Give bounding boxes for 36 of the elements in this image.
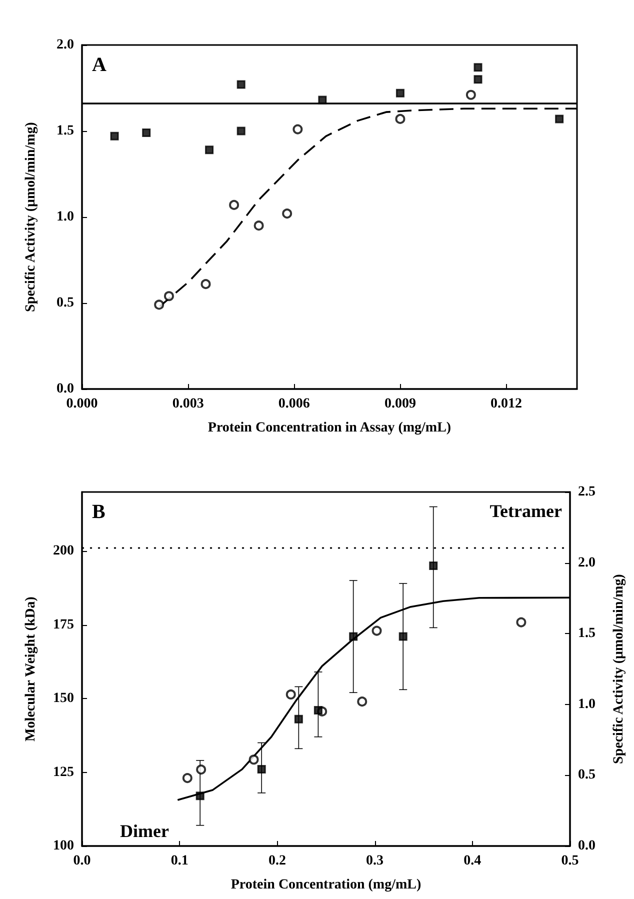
y-tick-label: 0.5 [56, 296, 74, 310]
x-tick-label: 0.009 [384, 396, 416, 412]
x-tick-label: 0.1 [170, 854, 188, 868]
y2-axis-title: Specific Activity (μmol/min/mg) [612, 574, 626, 764]
y2-tick-label: 0.5 [578, 768, 596, 783]
annotation: A [92, 54, 107, 76]
y-tick-label: 150 [53, 691, 74, 706]
x-tick-label: 0.4 [464, 854, 482, 868]
y-tick-label: 0.0 [56, 382, 74, 396]
x-tick-label: 0.006 [278, 396, 310, 412]
annotation: Tetramer [490, 501, 562, 521]
annotation: Dimer [120, 821, 169, 841]
x-tick-label: 0.012 [490, 396, 522, 412]
y-tick-label: 2.0 [56, 38, 74, 52]
x-tick-label: 0.0 [73, 854, 91, 868]
y-tick-label: 1.5 [56, 124, 74, 138]
x-axis-title: Protein Concentration in Assay (mg/mL) [208, 420, 452, 436]
x-tick-label: 0.3 [366, 854, 384, 868]
y-axis-title: Specific Activity (μmol/min/mg) [24, 122, 38, 312]
y-tick-label: 200 [53, 544, 74, 558]
y-tick-label: 1.0 [56, 210, 74, 224]
y-axis-title: Molecular Weight (kDa) [24, 596, 38, 742]
y2-tick-label: 0.0 [578, 838, 596, 854]
y-tick-label: 175 [53, 617, 74, 632]
y2-tick-label: 2.5 [578, 484, 596, 500]
y-tick-label: 100 [53, 838, 74, 854]
x-tick-label: 0.2 [268, 854, 286, 868]
x-axis-title: Protein Concentration (mg/mL) [230, 878, 422, 892]
y-tick-label: 125 [53, 764, 74, 780]
y2-tick-label: 1.5 [578, 626, 596, 642]
annotation: B [92, 501, 106, 523]
y2-tick-label: 1.0 [578, 696, 596, 712]
y2-tick-label: 2.0 [578, 555, 596, 570]
x-tick-label: 0.003 [172, 396, 204, 412]
x-tick-label: 0.000 [66, 396, 98, 412]
x-tick-label: 0.5 [561, 854, 579, 868]
